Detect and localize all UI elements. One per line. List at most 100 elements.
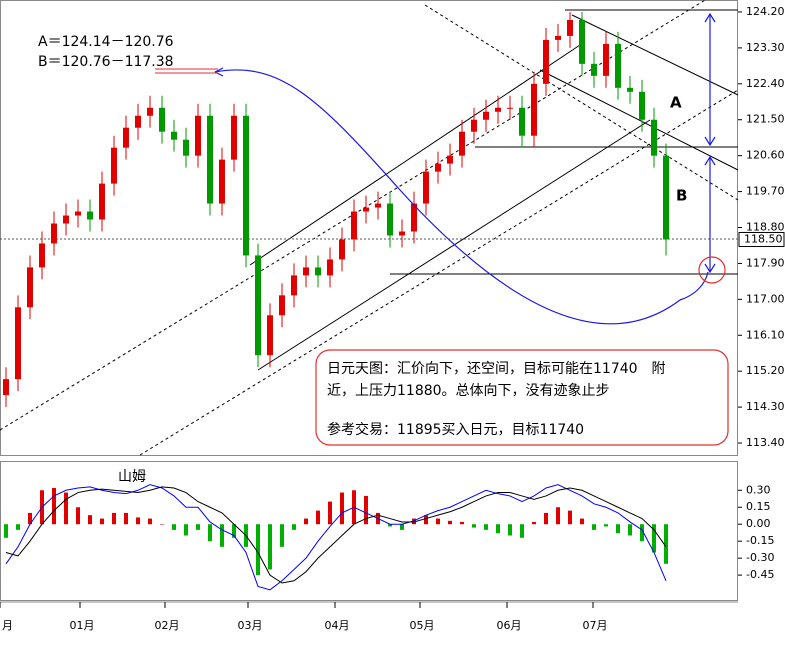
candle-body: [315, 267, 321, 276]
candle-body: [87, 211, 93, 220]
candle-body: [399, 231, 405, 236]
candle-body: [303, 267, 309, 276]
y-tick-label: 118.80: [746, 221, 785, 234]
histogram-bar: [652, 524, 656, 553]
candle-body: [435, 163, 441, 172]
curve-arrow: [214, 69, 681, 325]
note-box: [315, 349, 729, 446]
candle-body: [255, 255, 261, 356]
histogram-bar: [544, 512, 548, 525]
histogram-bar: [280, 524, 284, 547]
histogram-bar: [220, 524, 224, 547]
y-tick-label: 122.40: [746, 77, 785, 90]
candles: [3, 11, 669, 408]
label-a: A: [670, 94, 682, 112]
y-tick-label: 0.00: [746, 517, 771, 530]
candle-body: [519, 107, 525, 136]
candle-body: [351, 211, 357, 240]
candle-body: [27, 267, 33, 308]
trend-lines: [0, 0, 739, 456]
note-line: 参考交易：11895买入日元，目标11740: [327, 421, 584, 438]
histogram-bar: [100, 518, 104, 525]
histogram-bar: [292, 524, 296, 530]
indicator-panel: [0, 461, 738, 601]
candle-body: [51, 223, 57, 244]
indicator-line: [5, 486, 667, 584]
candle-body: [423, 171, 429, 204]
candle-body: [195, 115, 201, 156]
histogram-bar: [388, 524, 392, 527]
histogram-bar: [484, 524, 488, 530]
note-line: 日元天图：汇价向下，还空间，目标可能在11740 附: [327, 361, 666, 377]
y-tick-label: 123.30: [746, 41, 785, 54]
candle-body: [591, 63, 597, 76]
candle-body: [447, 155, 453, 164]
last-price-box: [738, 231, 785, 247]
histogram-bar: [208, 524, 212, 542]
y-tick-label: 117.90: [746, 256, 785, 269]
y-tick-label: 120.60: [746, 149, 785, 162]
candle-body: [231, 115, 237, 160]
y-tick-label: 0.15: [746, 500, 771, 513]
histogram-bar: [4, 524, 8, 538]
histogram-bar: [64, 492, 68, 525]
histogram-bar: [304, 518, 308, 525]
channel-line: [249, 44, 581, 266]
range-b-label: B＝120.76－117.38: [38, 54, 174, 70]
candle-body: [135, 115, 141, 128]
candle-body: [3, 379, 9, 396]
x-tick-label: 03月: [238, 619, 263, 632]
histogram-bar: [136, 517, 140, 525]
histogram-bar: [604, 524, 608, 527]
candle-body: [123, 127, 129, 148]
histogram-bar: [340, 492, 344, 525]
underline: [155, 68, 218, 74]
y-tick-label: -0.45: [746, 568, 774, 581]
y-tick-label: -0.15: [746, 534, 774, 547]
candle-body: [99, 183, 105, 220]
histogram-bar: [412, 518, 416, 525]
histogram-bar: [556, 507, 560, 525]
histogram-bar: [52, 488, 56, 525]
histogram-bar: [316, 510, 320, 525]
y-tick-label: 124.20: [746, 5, 785, 18]
candle-body: [267, 315, 273, 356]
y-tick-label: 0.30: [746, 483, 771, 496]
histogram-bar: [148, 518, 152, 525]
y-tick-label: 116.10: [746, 328, 785, 341]
y-tick-label: 115.20: [746, 364, 785, 377]
histogram-bar: [76, 507, 80, 525]
histogram-bar: [328, 501, 332, 525]
note-line: 近，上压力11880。总体向下，没有迹象止步: [327, 383, 610, 399]
x-tick-label: 04月: [325, 619, 350, 632]
candle-body: [507, 107, 513, 109]
indicator-title: 山姆: [118, 469, 146, 485]
y-tick-label: 121.50: [746, 113, 785, 126]
channel-line: [424, 4, 739, 201]
candle-body: [483, 111, 489, 120]
histogram-bar: [364, 495, 368, 525]
candle-body: [183, 139, 189, 156]
histogram-bar: [532, 521, 536, 525]
arrow-head: [704, 155, 716, 274]
histogram-bar: [460, 521, 464, 525]
candle-body: [555, 35, 561, 40]
histogram-bar: [160, 524, 164, 525]
candle-body: [615, 43, 621, 88]
y-tick-label: 113.40: [746, 436, 785, 449]
histogram-bar: [112, 512, 116, 525]
price-panel: [0, 0, 738, 456]
histogram-bar: [640, 524, 644, 542]
x-tick-label: 01月: [70, 619, 95, 632]
candle-body: [243, 115, 249, 256]
x-tick-label: 05月: [410, 619, 435, 632]
candle-body: [39, 243, 45, 268]
histogram-bar: [196, 524, 200, 530]
candle-body: [579, 19, 585, 64]
candle-body: [627, 87, 633, 92]
candle-body: [219, 159, 225, 204]
y-tick-label: 114.30: [746, 400, 785, 413]
histogram-bar: [448, 520, 452, 525]
